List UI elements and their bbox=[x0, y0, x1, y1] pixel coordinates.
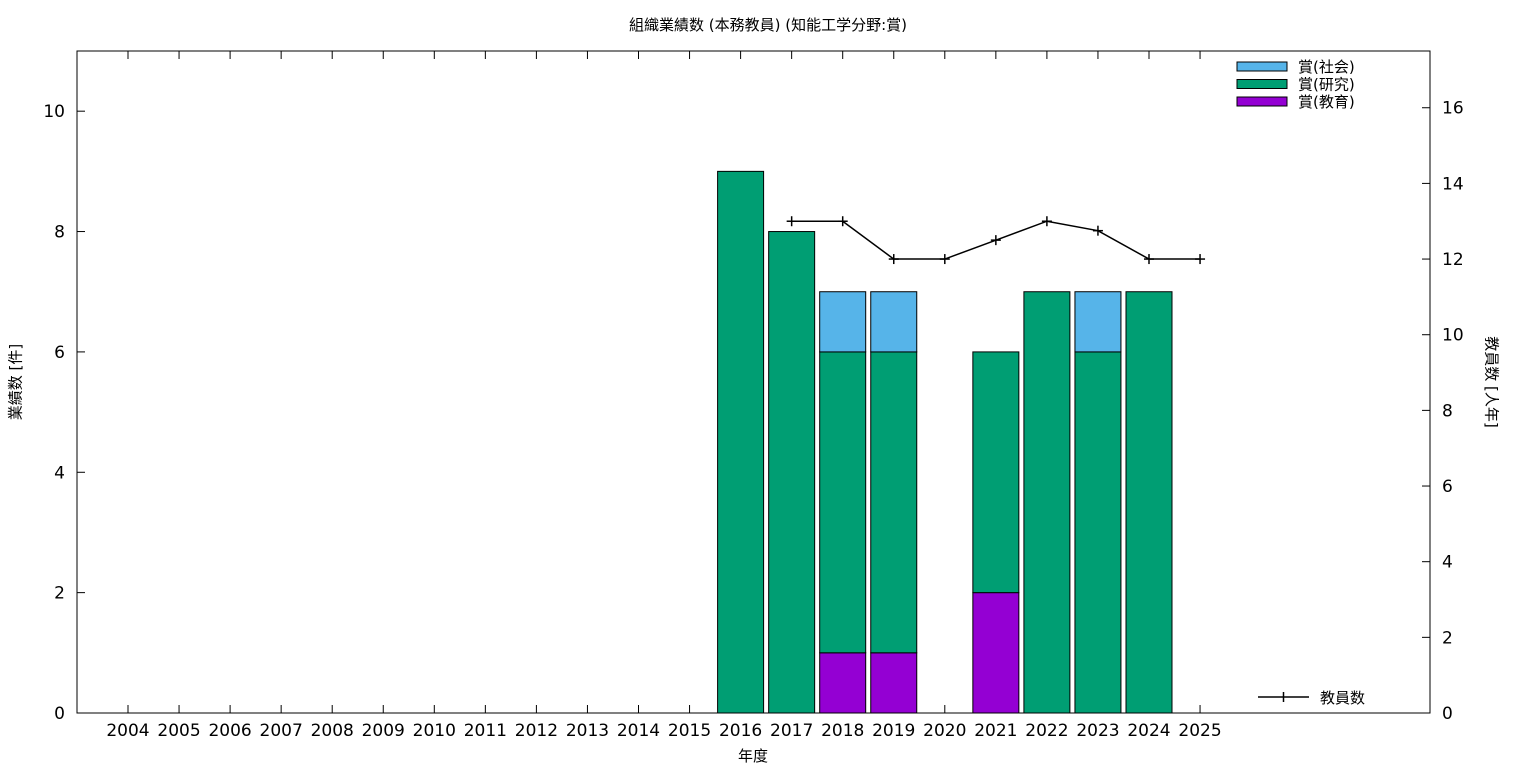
y-tick-label: 0 bbox=[54, 704, 65, 724]
y2-axis-label: 教員数 [人年] bbox=[1482, 336, 1501, 428]
y-tick-label: 6 bbox=[54, 343, 65, 363]
x-tick-label: 2010 bbox=[413, 721, 456, 741]
y-tick-label: 8 bbox=[54, 223, 65, 243]
bar-segment bbox=[819, 652, 867, 714]
bar-segment bbox=[768, 231, 816, 714]
legend-swatch bbox=[1236, 61, 1288, 72]
y2-tick-label: 4 bbox=[1442, 553, 1453, 573]
x-tick-label: 2017 bbox=[770, 721, 813, 741]
bar-segment bbox=[717, 170, 765, 714]
y-axis-label: 業績数 [件] bbox=[6, 343, 25, 421]
x-tick-label: 2007 bbox=[260, 721, 303, 741]
bar-segment bbox=[870, 652, 918, 714]
y2-tick-label: 0 bbox=[1442, 704, 1453, 724]
y2-tick-label: 6 bbox=[1442, 477, 1453, 497]
y2-tick-label: 8 bbox=[1442, 401, 1453, 421]
x-tick-label: 2008 bbox=[311, 721, 354, 741]
x-tick-label: 2009 bbox=[362, 721, 405, 741]
chart-title: 組織業績数 (本務教員) (知能工学分野:賞) bbox=[629, 16, 907, 34]
y2-tick-label: 10 bbox=[1442, 326, 1464, 346]
bar-segment bbox=[972, 592, 1020, 714]
bar-segment bbox=[1125, 291, 1173, 714]
x-tick-label: 2020 bbox=[923, 721, 966, 741]
bar-segment bbox=[819, 351, 867, 654]
y-tick-label: 4 bbox=[54, 463, 65, 483]
y2-tick-label: 2 bbox=[1442, 628, 1453, 648]
y2-tick-label: 16 bbox=[1442, 99, 1464, 119]
y2-tick-label: 12 bbox=[1442, 250, 1464, 270]
x-tick-label: 2006 bbox=[208, 721, 251, 741]
bar-segment bbox=[819, 291, 867, 353]
x-tick-label: 2005 bbox=[157, 721, 200, 741]
x-tick-label: 2023 bbox=[1076, 721, 1119, 741]
bar-segment bbox=[1074, 351, 1122, 714]
legend-label: 賞(研究) bbox=[1298, 76, 1355, 94]
bar-segment bbox=[1023, 291, 1071, 714]
x-tick-label: 2013 bbox=[566, 721, 609, 741]
x-tick-label: 2012 bbox=[515, 721, 558, 741]
legend-label: 賞(社会) bbox=[1298, 58, 1355, 76]
x-tick-label: 2024 bbox=[1127, 721, 1170, 741]
bar-segment bbox=[870, 351, 918, 654]
x-tick-label: 2025 bbox=[1178, 721, 1221, 741]
y2-tick-label: 14 bbox=[1442, 174, 1464, 194]
x-tick-label: 2019 bbox=[872, 721, 915, 741]
x-tick-label: 2018 bbox=[821, 721, 864, 741]
legend-swatch bbox=[1236, 96, 1288, 107]
x-tick-label: 2004 bbox=[106, 721, 149, 741]
legend-swatch bbox=[1236, 79, 1288, 89]
y-tick-label: 2 bbox=[54, 584, 65, 604]
x-tick-label: 2011 bbox=[464, 721, 507, 741]
legend-label: 賞(教育) bbox=[1298, 93, 1355, 111]
x-tick-label: 2016 bbox=[719, 721, 762, 741]
bar-segment bbox=[1074, 291, 1122, 353]
x-tick-label: 2021 bbox=[974, 721, 1017, 741]
x-tick-label: 2015 bbox=[668, 721, 711, 741]
x-tick-label: 2022 bbox=[1025, 721, 1068, 741]
y-tick-label: 10 bbox=[43, 102, 65, 122]
legend-label-line: 教員数 bbox=[1320, 689, 1365, 707]
x-tick-label: 2014 bbox=[617, 721, 660, 741]
bar-segment bbox=[972, 351, 1020, 594]
x-axis-label: 年度 bbox=[737, 747, 768, 765]
bar-segment bbox=[870, 291, 918, 353]
